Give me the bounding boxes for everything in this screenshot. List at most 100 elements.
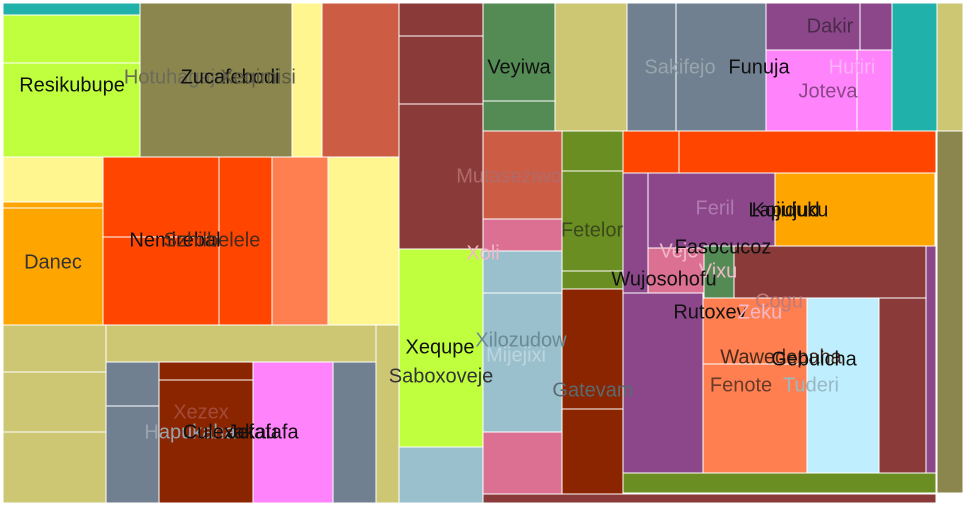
tile-label: Fasocucoz [675, 236, 772, 258]
treemap-tile [2, 371, 107, 433]
tile-label: Mutaseziwo [456, 165, 562, 187]
treemap-tile [398, 35, 484, 105]
treemap-tile [482, 431, 563, 495]
tile-label: Rutoxev [673, 301, 746, 323]
tile-label: Culexakau [183, 421, 278, 443]
treemap-tile [765, 49, 858, 132]
tile-label: Dakir [807, 15, 854, 37]
treemap-tile [806, 297, 880, 474]
treemap-tile [2, 207, 104, 326]
tile-label: Zeku [738, 301, 782, 323]
treemap-tile [936, 2, 964, 132]
treemap-tile [647, 247, 705, 294]
tile-label: Resikubupe [19, 74, 125, 96]
tile-label: Hutiri [829, 56, 876, 78]
tile-label: Vejo [660, 240, 699, 262]
tile-label: Vixu [699, 260, 738, 282]
tile-label: Xezex [173, 401, 229, 423]
treemap-tile [321, 2, 400, 158]
tile-label: Hapukaha [144, 421, 236, 443]
treemap-tile [482, 2, 556, 102]
treemap-tile [2, 324, 107, 373]
treemap-tile [2, 156, 104, 203]
tile-label: Hotuhagaje [124, 66, 226, 88]
treemap-tile [675, 2, 767, 132]
tile-label: Wujosohofu [611, 268, 716, 290]
treemap-tile [482, 493, 937, 504]
treemap-tile [622, 172, 649, 294]
treemap-tile [252, 361, 334, 504]
treemap-tile [398, 2, 484, 37]
treemap-tile [327, 156, 400, 326]
tile-label: Tuderi [783, 374, 839, 396]
treemap-tile [878, 297, 927, 474]
tile-label: Gatevam [552, 379, 633, 401]
treemap-tile [105, 361, 160, 407]
treemap-tile [482, 130, 563, 220]
treemap-tile [102, 156, 220, 238]
tile-label: Sakifejo [644, 56, 715, 78]
treemap-tile [891, 2, 938, 132]
tile-label: Nemirebal [129, 229, 220, 251]
treemap-tile [702, 363, 809, 474]
treemap-tile [561, 408, 624, 495]
tile-label: Funuja [728, 56, 790, 78]
treemap-tile [936, 130, 964, 494]
treemap-tile [398, 248, 484, 448]
treemap-tile [482, 218, 563, 252]
treemap-tile [678, 130, 937, 174]
tile-label: Danec [24, 251, 82, 273]
tile-label: Kojiduku [752, 199, 829, 221]
treemap-tile [622, 130, 680, 174]
tile-label: Joteva [799, 80, 859, 102]
treemap-tile [482, 250, 563, 294]
tile-label: Jefafafa [227, 421, 299, 443]
treemap-tile [398, 103, 484, 250]
treemap-tile [291, 2, 323, 158]
treemap-tile [271, 156, 329, 326]
treemap-tile [622, 472, 937, 494]
treemap-tile [332, 361, 377, 504]
treemap-tile [2, 62, 141, 158]
tile-label: Zucafebodi [181, 66, 280, 88]
tile-label: Xequpe [406, 336, 475, 358]
treemap-tile [859, 2, 893, 51]
treemap-tile [561, 170, 624, 272]
tile-label: Xeqimisi [220, 66, 296, 88]
treemap-tile [2, 201, 104, 209]
tile-label: Mijejixi [486, 344, 546, 366]
treemap-tile [561, 288, 624, 410]
treemap-tile [482, 100, 556, 132]
tile-label: Fenote [710, 374, 772, 396]
treemap-tile [482, 292, 563, 433]
treemap-tile [158, 361, 254, 381]
tile-label: Xilozudow [475, 329, 567, 351]
tile-label: Szhilbelele [164, 229, 261, 251]
treemap-tile [561, 130, 624, 172]
tile-label: Saboxoveje [389, 365, 494, 387]
tile-label: Feril [696, 197, 735, 219]
tile-label: Xoli [466, 242, 499, 264]
treemap-tile [2, 431, 107, 504]
tile-label: Wawedepaha [720, 346, 842, 368]
treemap-tile [2, 2, 141, 16]
treemap-tile [375, 324, 400, 504]
tile-label: Cogu [755, 290, 803, 312]
treemap-tile [105, 405, 160, 504]
treemap-tile [925, 245, 937, 474]
treemap-tile [158, 379, 254, 504]
treemap-tile [647, 172, 776, 249]
treemap-tile [398, 446, 484, 504]
tile-label: Fetelor [561, 219, 624, 241]
treemap-tile [554, 2, 628, 132]
treemap-tile [105, 324, 377, 363]
treemap-tile [2, 14, 141, 64]
tile-label: Gebuicha [771, 348, 857, 370]
treemap-tile [774, 172, 936, 247]
tile-label: Lapujud [748, 199, 819, 221]
treemap-tile [102, 236, 220, 326]
treemap-tile [139, 2, 293, 158]
